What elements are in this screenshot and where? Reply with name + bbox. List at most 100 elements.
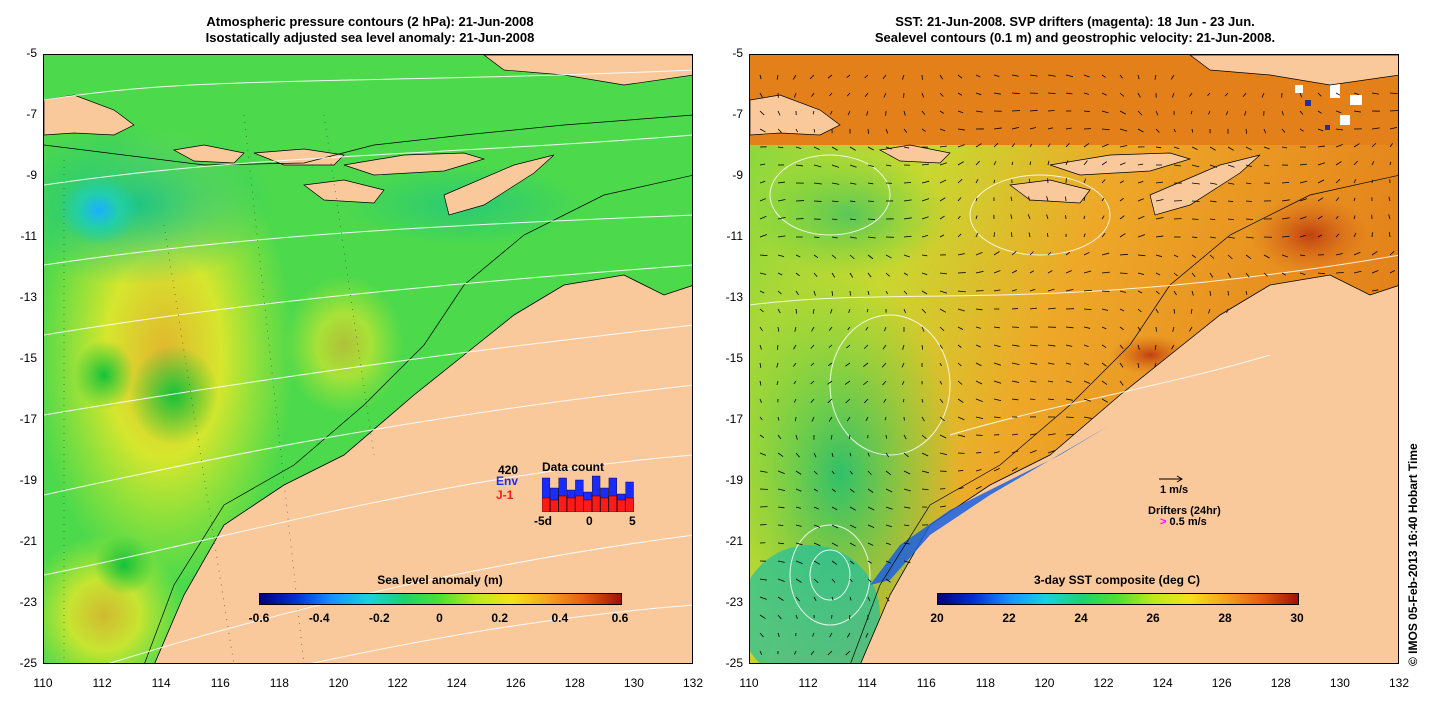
x-tick-label: 114 [857, 676, 877, 690]
sla-colorbar [259, 593, 622, 605]
data-count-xlabel-mid: 0 [586, 514, 593, 528]
colorbar-tick-label: -0.2 [368, 611, 390, 625]
y-tick-label: -9 [26, 168, 37, 182]
data-count-j1-label: J-1 [496, 488, 514, 502]
colorbar-tick-label: 0.4 [551, 611, 569, 625]
sea-level-anomaly-map[interactable] [43, 54, 693, 664]
x-tick-label: 118 [269, 676, 289, 690]
env-count-bar [591, 475, 601, 512]
right-title-line1: SST: 21-Jun-2008. SVP drifters (magenta)… [895, 14, 1255, 29]
y-tick-label: -13 [19, 290, 37, 304]
x-tick-label: 118 [975, 676, 995, 690]
x-tick-label: 126 [1211, 676, 1232, 690]
y-tick-label: -13 [725, 290, 743, 304]
data-count-max: 420 [498, 463, 519, 477]
x-tick-label: 130 [1329, 676, 1350, 690]
imos-credit: © IMOS 05-Feb-2013 16:40 Hobart Time [1406, 443, 1420, 666]
left-title-line1: Atmospheric pressure contours (2 hPa): 2… [206, 14, 534, 29]
x-tick-label: 120 [1034, 676, 1055, 690]
x-tick-label: 132 [1388, 676, 1410, 690]
x-tick-label: 110 [33, 676, 53, 690]
j1-count-bar [583, 499, 592, 512]
y-tick-label: -25 [19, 656, 37, 670]
velocity-legend: 1 m/s [1160, 484, 1189, 496]
y-tick-label: -17 [725, 412, 743, 426]
colorbar-tick-label: 30 [1290, 611, 1304, 625]
env-count-bar [608, 477, 617, 512]
y-tick-label: -21 [725, 534, 743, 548]
env-count-bar [558, 477, 567, 512]
x-tick-label: 110 [739, 676, 759, 690]
y-tick-label: -7 [26, 107, 37, 121]
colorbar-tick-label: 0 [436, 611, 443, 625]
drifter-arrow-icon: > [1160, 516, 1167, 528]
colorbar-tick-label: -0.4 [308, 611, 330, 625]
left-title-line2: Isostatically adjusted sea level anomaly… [205, 30, 535, 45]
x-tick-label: 128 [1270, 676, 1291, 690]
data-count-env-label: Env [496, 474, 519, 488]
drifter-speed-value: 0.5 m/s [1169, 516, 1207, 528]
colorbar-tick-label: 0.2 [491, 611, 508, 625]
j1-count-bar [591, 495, 601, 512]
velocity-arrow-icon [1159, 475, 1183, 483]
x-tick-label: 132 [682, 676, 704, 690]
x-tick-label: 116 [210, 676, 230, 690]
drifter-speed-legend: > 0.5 m/s [1160, 516, 1207, 528]
y-tick-label: -5 [732, 46, 743, 60]
right-title-line2: Sealevel contours (0.1 m) and geostrophi… [874, 30, 1276, 45]
colorbar-tick-label: 28 [1218, 611, 1232, 625]
j1-count-bar [575, 495, 584, 512]
x-tick-label: 112 [798, 676, 818, 690]
colorbar-tick-label: 0.6 [611, 611, 629, 625]
sla-colorbar-title: Sea level anomaly (m) [377, 573, 503, 587]
x-tick-label: 114 [151, 676, 171, 690]
sst-colorbar [937, 593, 1299, 605]
x-tick-label: 124 [1152, 676, 1173, 690]
j1-count-bar [617, 499, 626, 512]
x-tick-label: 122 [387, 676, 408, 690]
y-tick-label: -11 [20, 229, 37, 243]
drifters-legend: Drifters (24hr) [1148, 505, 1221, 517]
y-tick-label: -17 [19, 412, 37, 426]
colorbar-tick-label: 22 [1002, 611, 1016, 625]
y-tick-label: -15 [725, 351, 743, 365]
y-tick-label: -23 [725, 595, 743, 609]
j1-count-bar [542, 497, 551, 512]
x-tick-label: 122 [1093, 676, 1114, 690]
y-tick-label: -11 [726, 229, 743, 243]
y-tick-label: -15 [19, 351, 37, 365]
j1-count-bar [608, 495, 617, 512]
data-count-xlabel-start: -5d [534, 514, 552, 528]
x-tick-label: 120 [328, 676, 349, 690]
j1-count-bar [558, 495, 567, 512]
j1-count-bar [550, 499, 559, 512]
colorbar-tick-label: 20 [930, 611, 944, 625]
env-count-bar [625, 481, 634, 512]
y-tick-label: -9 [732, 168, 743, 182]
sst-colorbar-title: 3-day SST composite (deg C) [1033, 573, 1201, 587]
data-count-title: Data count [542, 460, 605, 474]
x-tick-label: 130 [623, 676, 644, 690]
y-tick-label: -5 [26, 46, 37, 60]
j1-count-bar [625, 497, 634, 512]
colorbar-tick-label: 26 [1146, 611, 1160, 625]
colorbar-tick-label: 24 [1074, 611, 1088, 625]
x-tick-label: 128 [564, 676, 585, 690]
j1-count-bar [600, 497, 609, 512]
colorbar-tick-label: -0.6 [248, 611, 270, 625]
data-count-bars [542, 475, 634, 512]
data-count-xlabel-end: 5 [629, 514, 636, 528]
x-tick-label: 124 [446, 676, 467, 690]
sst-map[interactable] [749, 54, 1399, 664]
x-tick-label: 112 [92, 676, 112, 690]
y-tick-label: -7 [732, 107, 743, 121]
y-tick-label: -19 [725, 473, 743, 487]
x-tick-label: 126 [505, 676, 526, 690]
y-tick-label: -19 [19, 473, 37, 487]
x-tick-label: 116 [916, 676, 936, 690]
j1-count-bar [566, 497, 576, 512]
y-tick-label: -23 [19, 595, 37, 609]
y-tick-label: -25 [725, 656, 743, 670]
env-count-bar [542, 477, 551, 512]
y-tick-label: -21 [19, 534, 37, 548]
